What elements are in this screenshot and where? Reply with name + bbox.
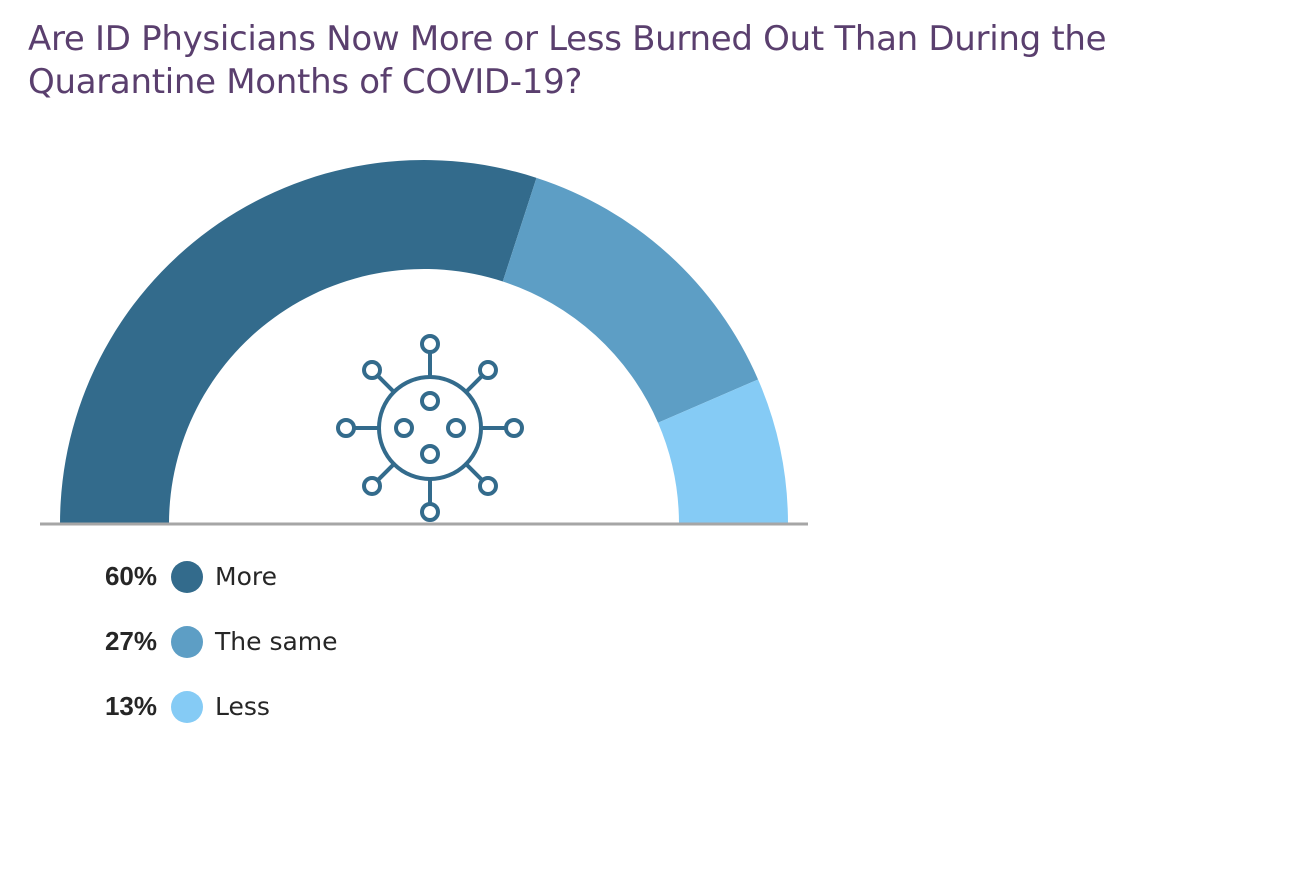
slice-less <box>658 379 788 524</box>
legend-item: 27% The same <box>60 609 338 674</box>
legend-item: 13% Less <box>60 674 338 739</box>
legend-swatch <box>171 560 203 593</box>
half-donut-chart <box>40 159 808 526</box>
chart-slices <box>60 159 788 525</box>
legend-value: 27% <box>104 626 157 656</box>
legend-label: Less <box>215 692 270 721</box>
legend-value: 13% <box>104 691 157 721</box>
legend-item: 60% More <box>60 544 338 609</box>
legend: 60% More 27% The same 13% Less <box>60 544 338 739</box>
legend-value: 60% <box>104 561 157 591</box>
legend-swatch <box>171 625 203 658</box>
legend-label: More <box>215 562 277 591</box>
virus-icon <box>336 334 524 522</box>
slice-more <box>60 159 537 525</box>
legend-label: The same <box>215 627 338 656</box>
legend-swatch <box>171 690 203 723</box>
chart-title: Are ID Physicians Now More or Less Burne… <box>28 19 1107 102</box>
slice-the-same <box>502 177 759 423</box>
